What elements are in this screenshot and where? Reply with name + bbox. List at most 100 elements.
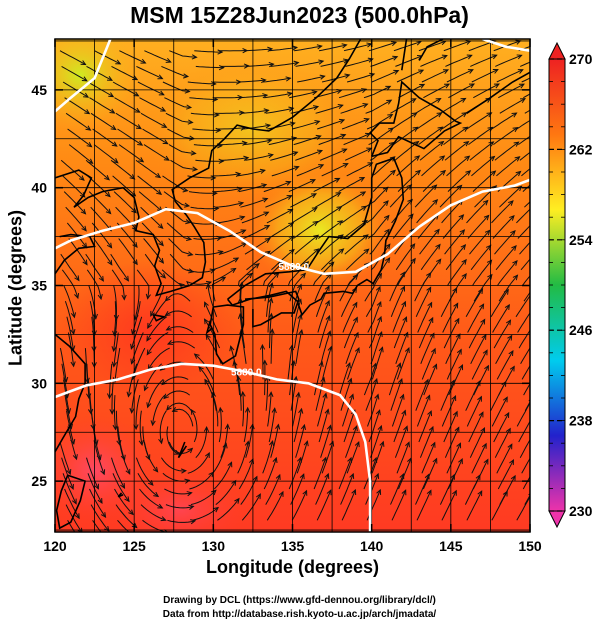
streamline-375 <box>416 199 438 224</box>
streamline-357 <box>442 214 464 239</box>
streamline-arrow <box>313 234 320 240</box>
streamline-arrow <box>311 90 318 96</box>
contour-label-0: 5880.0 <box>279 262 310 273</box>
streamline-106 <box>343 410 356 443</box>
streamline-arrow <box>390 169 396 176</box>
streamline-arrow <box>128 509 134 516</box>
streamline-arrow <box>70 438 76 446</box>
streamline-arrow <box>240 390 246 397</box>
streamline-138 <box>166 402 192 412</box>
streamline-476 <box>92 128 118 147</box>
streamline-arrow <box>537 383 541 388</box>
streamline-559 <box>270 62 299 67</box>
streamline-291 <box>212 268 236 286</box>
streamline-360 <box>517 224 530 239</box>
streamline-arrow <box>437 126 444 132</box>
streamline-arrow <box>80 60 87 66</box>
streamline-arrow <box>160 272 167 279</box>
streamline-488 <box>391 112 417 130</box>
streamline-379 <box>516 208 530 224</box>
streamline-102 <box>243 407 249 443</box>
colorbar-tick-label: 254 <box>569 232 593 248</box>
streamline-arrow <box>158 438 164 445</box>
streamline-460 <box>168 144 196 154</box>
streamline-444 <box>245 154 273 161</box>
streamline-272 <box>211 276 226 302</box>
streamline-470 <box>418 126 443 146</box>
streamline-87 <box>345 425 358 458</box>
streamline-arrow <box>536 367 540 372</box>
streamline-arrow <box>186 104 193 110</box>
streamline-427 <box>296 164 324 177</box>
streamline-arrow <box>140 58 147 64</box>
streamline-arrow <box>145 454 151 461</box>
streamline-60 <box>137 473 159 497</box>
streamline-231 <box>131 332 144 364</box>
x-tick-label: 140 <box>360 538 384 554</box>
streamline-93 <box>494 428 511 458</box>
streamline-arrow <box>110 124 117 131</box>
streamline-205 <box>445 333 461 365</box>
streamline-498 <box>165 112 193 123</box>
streamline-420 <box>112 175 136 197</box>
streamline-arrow <box>268 391 274 398</box>
streamline-arrow <box>113 314 120 321</box>
temperature-field <box>55 39 530 532</box>
streamline-arrow <box>259 168 266 174</box>
streamline-304 <box>61 269 79 299</box>
streamline-5 <box>192 507 219 521</box>
streamline-521 <box>264 92 292 99</box>
streamline-arrow <box>262 359 268 366</box>
streamline-arrow <box>314 120 321 126</box>
streamline-287 <box>113 285 118 320</box>
streamline-197 <box>240 329 247 364</box>
streamline-484 <box>292 120 320 130</box>
streamline-arrow <box>137 140 144 146</box>
coastline-8 <box>401 39 408 71</box>
streamline-36 <box>499 475 516 505</box>
streamline-arrow <box>352 425 358 432</box>
streamline-arrow <box>543 70 548 74</box>
streamline-arrow <box>509 215 515 221</box>
streamline-162 <box>314 361 323 396</box>
streamline-270 <box>147 300 166 329</box>
streamline-arrow <box>303 261 310 267</box>
streamline-303 <box>522 275 530 286</box>
streamline-arrow <box>415 169 421 176</box>
streamline-arrow <box>224 423 231 430</box>
streamline-0 <box>67 520 76 532</box>
streamline-arrow <box>106 242 113 249</box>
streamline-440 <box>135 159 161 178</box>
streamline-arrow <box>481 442 487 449</box>
streamline-arrow <box>164 310 171 317</box>
streamline-arrow <box>400 271 406 278</box>
streamline-380 <box>65 206 87 232</box>
x-tick-label: 120 <box>43 538 67 554</box>
streamline-arrow <box>286 195 293 200</box>
streamline-319 <box>445 244 466 271</box>
streamline-9 <box>291 490 308 521</box>
streamline-arrow <box>390 41 398 47</box>
streamline-arrow <box>158 90 165 96</box>
streamline-163 <box>339 362 351 396</box>
streamline-arrow <box>187 447 194 454</box>
streamline-23 <box>165 504 194 509</box>
streamline-arrow <box>515 170 522 177</box>
streamline-39 <box>89 488 106 518</box>
streamline-arrow <box>338 248 345 254</box>
streamline-129 <box>441 395 456 427</box>
streamline-arrow <box>186 491 193 497</box>
streamline-468 <box>368 127 394 146</box>
streamline-arrow <box>163 155 170 161</box>
streamline-arrow <box>229 345 235 352</box>
streamline-475 <box>67 128 92 148</box>
streamline-42 <box>164 488 192 495</box>
streamline-arrow <box>152 466 159 473</box>
streamline-arrow <box>434 228 440 235</box>
streamline-arrow <box>97 294 103 301</box>
streamline-208 <box>520 347 530 365</box>
streamline-518 <box>189 97 218 100</box>
streamline-482 <box>242 124 271 130</box>
streamline-arrow <box>510 474 516 481</box>
streamline-57 <box>62 473 77 504</box>
